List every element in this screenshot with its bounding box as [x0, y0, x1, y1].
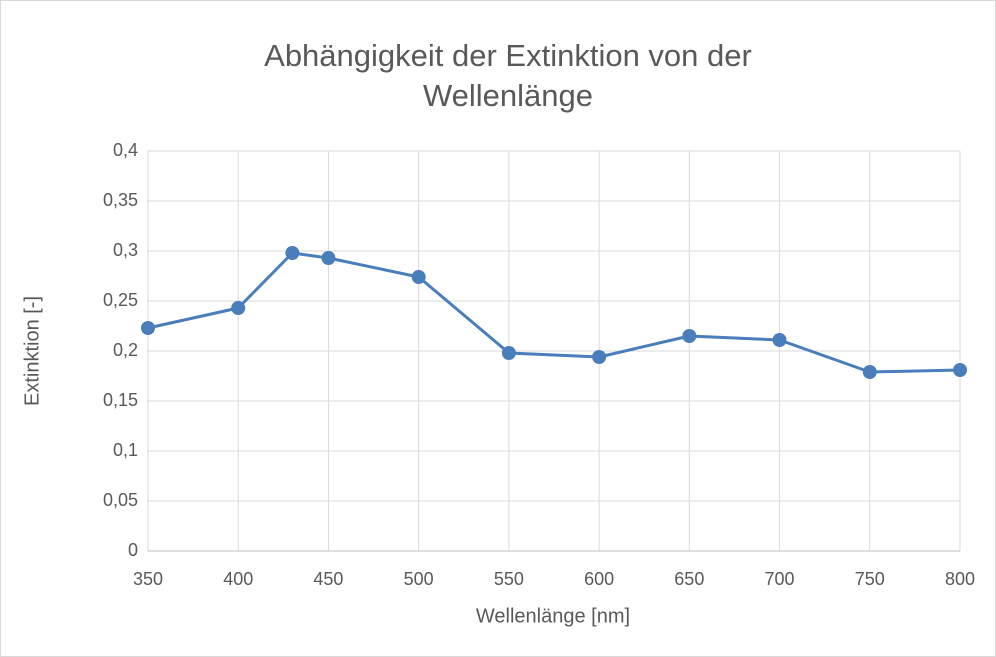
x-tick-label: 350	[133, 569, 163, 589]
y-tick-label: 0,2	[113, 340, 138, 360]
y-tick-label: 0,35	[103, 190, 138, 210]
data-point	[321, 251, 336, 265]
y-tick-label: 0,4	[113, 140, 138, 160]
data-point	[862, 365, 877, 379]
y-tick-label: 0	[128, 540, 138, 560]
data-point	[953, 363, 967, 377]
x-tick-label: 400	[223, 569, 253, 589]
x-tick-label: 750	[855, 569, 885, 589]
data-point	[682, 329, 697, 343]
y-tick-label: 0,15	[103, 390, 138, 410]
y-tick-label: 0,05	[103, 490, 138, 510]
y-axis-label: Extinktion [-]	[21, 296, 43, 406]
x-tick-label: 800	[945, 569, 975, 589]
x-tick-label: 550	[494, 569, 524, 589]
data-point	[285, 246, 300, 260]
y-tick-label: 0,25	[103, 290, 138, 310]
x-axis-label: Wellenlänge [nm]	[476, 605, 630, 627]
data-point	[592, 350, 607, 364]
y-tick-label: 0,3	[113, 240, 138, 260]
data-point	[411, 270, 426, 284]
x-tick-label: 450	[313, 569, 343, 589]
x-tick-label: 650	[674, 569, 704, 589]
x-tick-label: 500	[404, 569, 434, 589]
x-tick-label: 600	[584, 569, 614, 589]
x-tick-label: 700	[765, 569, 795, 589]
data-point	[231, 301, 246, 315]
chart-title: Abhängigkeit der Extinktion von der Well…	[264, 38, 752, 113]
data-point	[501, 346, 516, 360]
data-point	[772, 333, 787, 347]
data-point	[141, 321, 155, 335]
y-tick-label: 0,1	[113, 440, 138, 460]
